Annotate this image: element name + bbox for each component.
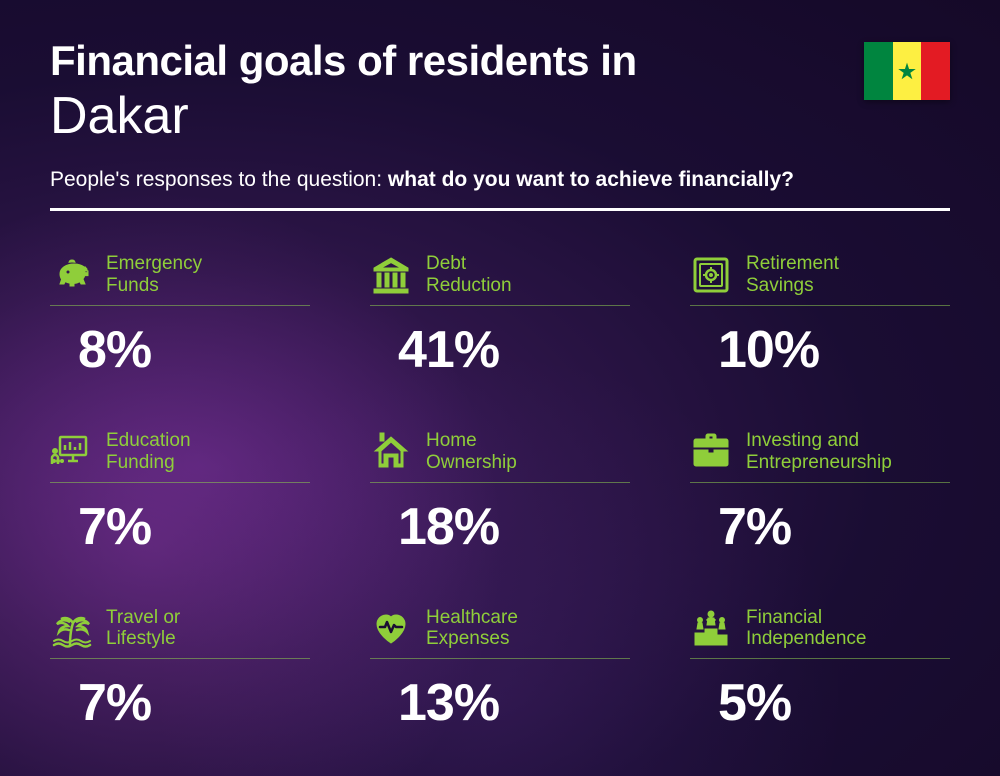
header-divider: [50, 208, 950, 211]
stat-value: 7%: [718, 497, 950, 557]
stat-item-head: HomeOwnership: [370, 430, 630, 483]
stat-label-line1: Retirement: [746, 253, 839, 275]
flag-star-icon: [897, 61, 917, 81]
stat-label: FinancialIndependence: [746, 607, 866, 651]
stat-label-line1: Financial: [746, 607, 866, 629]
stat-item-head: Travel orLifestyle: [50, 607, 310, 660]
stat-value: 7%: [78, 497, 310, 557]
header: Financial goals of residents in Dakar Pe…: [50, 38, 950, 211]
stat-item-head: FinancialIndependence: [690, 607, 950, 660]
presentation-icon: [50, 431, 92, 473]
stat-label: HealthcareExpenses: [426, 607, 518, 651]
stat-label: DebtReduction: [426, 253, 512, 297]
piggy-bank-icon: [50, 254, 92, 296]
palm-icon: [50, 607, 92, 649]
stat-label-line2: Entrepreneurship: [746, 452, 892, 474]
stat-item: RetirementSavings 10%: [690, 253, 950, 380]
stat-item-head: EmergencyFunds: [50, 253, 310, 306]
stat-value: 41%: [398, 320, 630, 380]
stat-label-line1: Education: [106, 430, 191, 452]
stat-label: HomeOwnership: [426, 430, 517, 474]
stat-label-line1: Home: [426, 430, 517, 452]
title-line1: Financial goals of residents in: [50, 38, 950, 84]
stat-item: HealthcareExpenses 13%: [370, 607, 630, 734]
stat-label: Travel orLifestyle: [106, 607, 180, 651]
stat-label-line1: Travel or: [106, 607, 180, 629]
podium-icon: [690, 607, 732, 649]
stat-value: 13%: [398, 673, 630, 733]
stat-item-head: HealthcareExpenses: [370, 607, 630, 660]
stat-value: 10%: [718, 320, 950, 380]
stat-label-line2: Lifestyle: [106, 628, 180, 650]
stat-label-line2: Funds: [106, 275, 202, 297]
house-icon: [370, 431, 412, 473]
stat-label-line2: Expenses: [426, 628, 518, 650]
stat-item: HomeOwnership 18%: [370, 430, 630, 557]
safe-icon: [690, 254, 732, 296]
stat-item: EducationFunding 7%: [50, 430, 310, 557]
subtitle-prefix: People's responses to the question:: [50, 168, 388, 191]
stat-label-line2: Ownership: [426, 452, 517, 474]
stat-item-head: Investing andEntrepreneurship: [690, 430, 950, 483]
title-city: Dakar: [50, 86, 950, 146]
stat-item: DebtReduction 41%: [370, 253, 630, 380]
stat-item-head: EducationFunding: [50, 430, 310, 483]
stat-item: Investing andEntrepreneurship 7%: [690, 430, 950, 557]
stat-label-line2: Independence: [746, 628, 866, 650]
stat-label: RetirementSavings: [746, 253, 839, 297]
stat-item-head: RetirementSavings: [690, 253, 950, 306]
heart-pulse-icon: [370, 607, 412, 649]
briefcase-icon: [690, 431, 732, 473]
country-flag: [864, 42, 950, 100]
stat-label-line2: Funding: [106, 452, 191, 474]
subtitle-question: what do you want to achieve financially?: [388, 168, 794, 191]
stat-label-line1: Healthcare: [426, 607, 518, 629]
bank-icon: [370, 254, 412, 296]
stat-label-line2: Reduction: [426, 275, 512, 297]
stat-label-line1: Debt: [426, 253, 512, 275]
stat-label-line2: Savings: [746, 275, 839, 297]
stat-value: 5%: [718, 673, 950, 733]
stat-item: FinancialIndependence 5%: [690, 607, 950, 734]
subtitle: People's responses to the question: what…: [50, 168, 950, 192]
flag-stripe-1: [864, 42, 893, 100]
flag-stripe-3: [921, 42, 950, 100]
stat-label-line1: Emergency: [106, 253, 202, 275]
stat-label: EmergencyFunds: [106, 253, 202, 297]
stat-value: 8%: [78, 320, 310, 380]
stat-label-line1: Investing and: [746, 430, 892, 452]
stat-item: EmergencyFunds 8%: [50, 253, 310, 380]
stat-value: 18%: [398, 497, 630, 557]
stat-item-head: DebtReduction: [370, 253, 630, 306]
stat-label: Investing andEntrepreneurship: [746, 430, 892, 474]
stat-label: EducationFunding: [106, 430, 191, 474]
stats-grid: EmergencyFunds 8% DebtReduction 41% Retireme…: [50, 253, 950, 733]
stat-value: 7%: [78, 673, 310, 733]
flag-stripe-2: [893, 42, 922, 100]
stat-item: Travel orLifestyle 7%: [50, 607, 310, 734]
